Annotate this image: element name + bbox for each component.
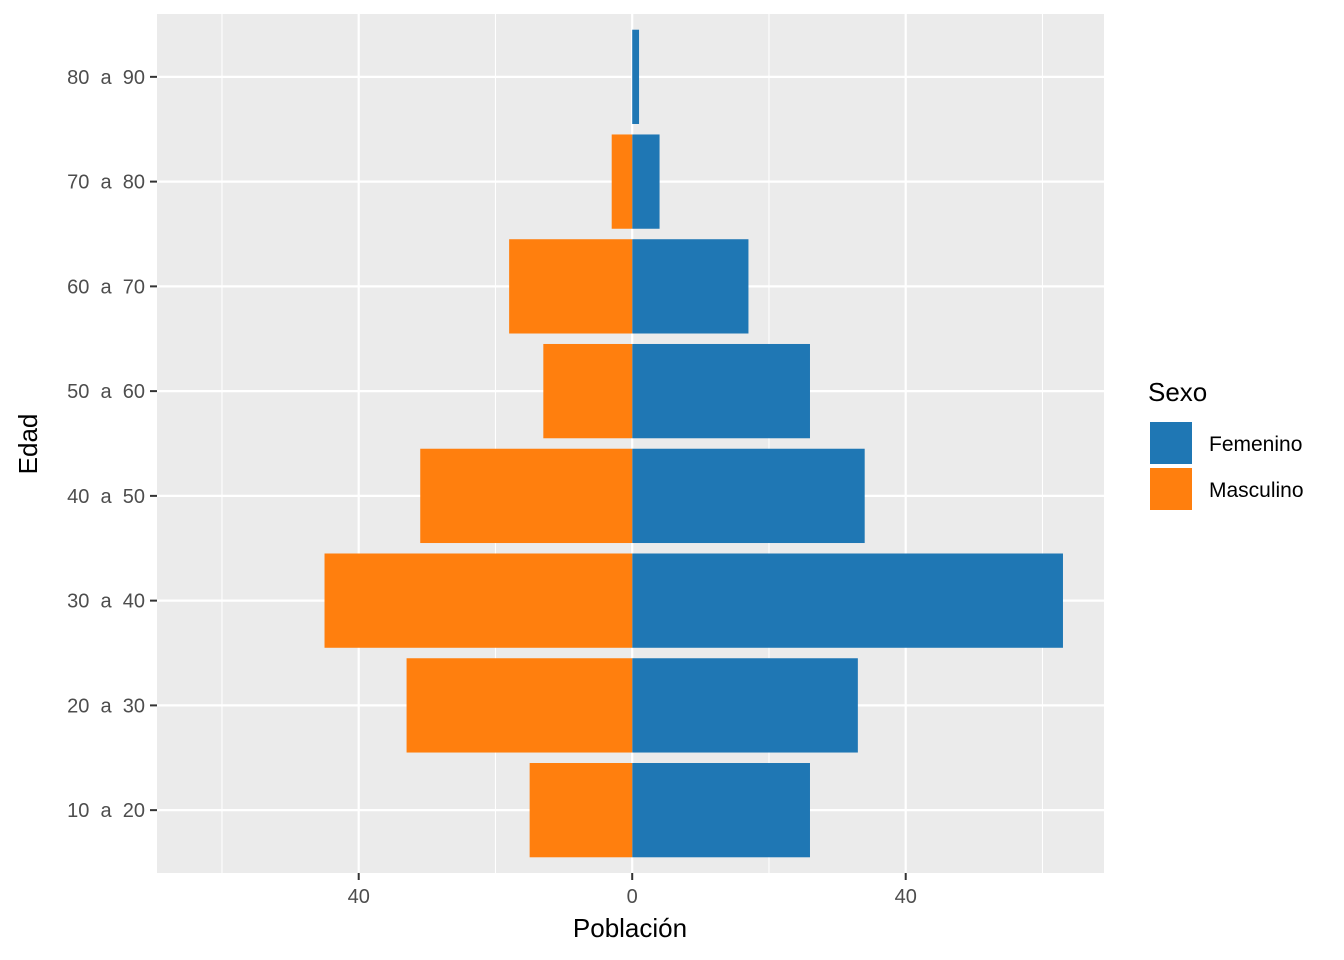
bar-femenino (632, 763, 810, 858)
legend-title: Sexo (1148, 377, 1207, 407)
bar-masculino (611, 134, 633, 229)
bar-femenino (632, 553, 1063, 648)
bars (324, 29, 1063, 858)
y-tick-label: 30 a 40 (67, 591, 145, 613)
bar-masculino (420, 448, 633, 544)
x-tick-label: 40 (895, 886, 917, 908)
legend: Sexo Femenino Masculino (1148, 377, 1304, 510)
bar-masculino (324, 553, 633, 648)
y-tick-label: 80 a 90 (67, 67, 145, 89)
legend-label-femenino: Femenino (1209, 433, 1302, 456)
y-tick-label: 60 a 70 (67, 276, 145, 298)
bar-femenino (632, 239, 749, 334)
bar-femenino (632, 343, 810, 439)
x-axis-title: Población (573, 913, 687, 943)
y-tick-label: 70 a 80 (67, 172, 145, 194)
x-tick-label: 40 (348, 886, 370, 908)
axes: 40 0 40 10 a 20 20 a 30 30 a 40 40 a 50 50 a 60… (67, 67, 917, 908)
bar-femenino (632, 29, 640, 124)
y-tick-label: 20 a 30 (67, 695, 145, 717)
y-axis-title: Edad (13, 414, 43, 475)
x-tick-label: 0 (627, 886, 638, 908)
legend-label-masculino: Masculino (1209, 479, 1304, 502)
y-tick-label: 40 a 50 (67, 486, 145, 508)
bar-masculino (406, 658, 633, 753)
y-tick-label: 10 a 20 (67, 800, 145, 822)
legend-key-masculino (1150, 468, 1192, 510)
bar-masculino (529, 763, 633, 858)
bar-femenino (632, 448, 865, 544)
y-tick-label: 50 a 60 (67, 381, 145, 403)
bar-masculino (509, 239, 633, 334)
bar-masculino (543, 343, 633, 439)
bar-femenino (632, 134, 660, 229)
bar-femenino (632, 658, 858, 753)
legend-key-femenino (1150, 422, 1192, 464)
